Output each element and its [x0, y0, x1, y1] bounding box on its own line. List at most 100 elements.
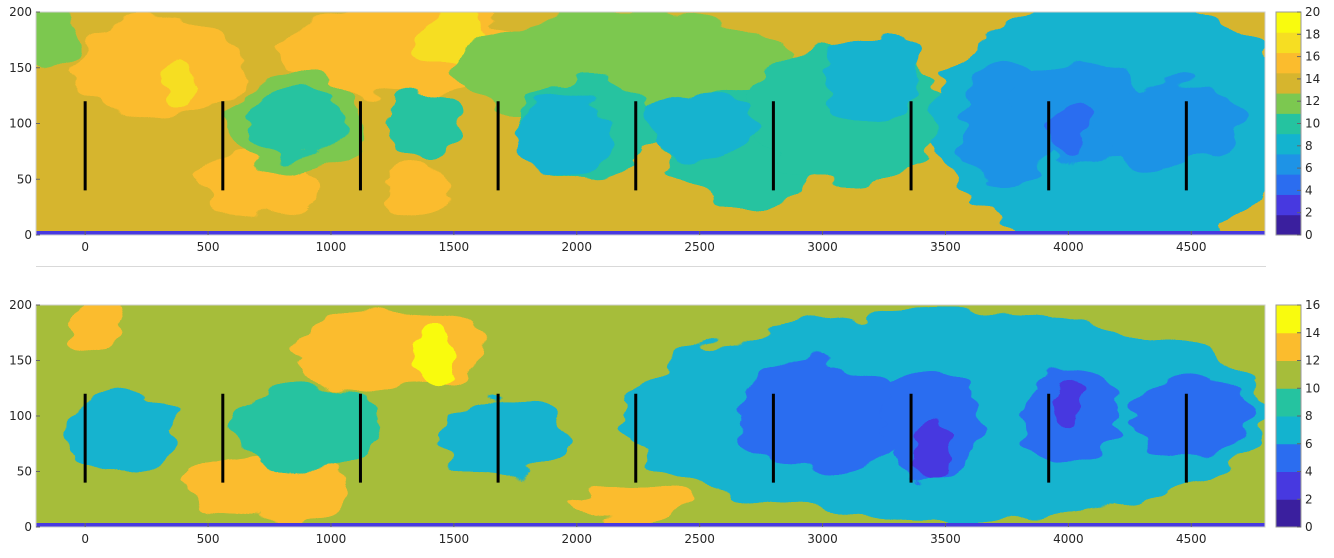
contour-region — [387, 90, 462, 157]
colorbar-tick-label: 10 — [1305, 381, 1320, 395]
y-tick-label: 150 — [9, 61, 32, 75]
contour-region — [822, 34, 921, 124]
x-tick-label: 4000 — [1053, 532, 1084, 546]
y-tick-label: 100 — [9, 117, 32, 131]
contour-region — [564, 488, 688, 522]
colorbar-band — [1276, 12, 1301, 33]
x-tick-label: 2500 — [684, 240, 715, 254]
contour-field — [36, 12, 1265, 235]
colorbar: 0 2 4 6 8 10 12 14 16 — [1275, 298, 1320, 534]
contour-region — [1048, 101, 1089, 157]
x-tick-label: 1500 — [439, 532, 470, 546]
contour-region — [385, 162, 449, 219]
colorbar-band — [1276, 443, 1301, 472]
y-tick-label: 50 — [17, 172, 32, 186]
colorbar-band — [1276, 360, 1301, 389]
y-tick-label: 150 — [9, 354, 32, 368]
x-tick-label: 0 — [81, 532, 89, 546]
x-tick-label: 2000 — [561, 240, 592, 254]
contour-regions — [67, 305, 1265, 522]
colorbar-band — [1276, 174, 1301, 195]
contour-region — [244, 87, 344, 160]
y-tick-label: 200 — [9, 5, 32, 19]
contour-region — [736, 360, 909, 472]
colorbar-band — [1276, 133, 1301, 155]
contour-region — [414, 327, 454, 394]
colorbar-tick-label: 14 — [1305, 72, 1320, 86]
colorbar-tick-label: 12 — [1305, 94, 1320, 108]
contour-region — [645, 90, 754, 157]
colorbar-band — [1276, 416, 1301, 445]
x-tick-label: 1000 — [316, 240, 347, 254]
colorbar-tick-label: 2 — [1305, 492, 1313, 506]
x-axis: 0 500 1000 1500 2000 2500 3000 3500 4000 4500 — [81, 231, 1207, 254]
x-tick-label: 2500 — [684, 532, 715, 546]
contour-region — [161, 62, 196, 107]
marker-lines — [83, 393, 1188, 483]
contour-region — [183, 454, 356, 522]
contour-region — [913, 421, 953, 478]
x-tick-label: 3500 — [930, 240, 961, 254]
colorbar-band — [1276, 194, 1301, 216]
contour-region — [1053, 382, 1084, 428]
bottom-strip — [36, 231, 1265, 235]
y-tick-label: 0 — [24, 520, 32, 534]
colorbar-band — [1276, 388, 1301, 417]
x-tick-label: 500 — [197, 532, 220, 546]
colorbar: 0 2 4 6 8 10 12 14 16 18 20 — [1275, 5, 1320, 242]
x-tick-label: 3000 — [807, 240, 838, 254]
x-tick-label: 2000 — [561, 532, 592, 546]
contour-region — [67, 388, 177, 478]
bottom-strip — [36, 523, 1265, 527]
x-tick-label: 1000 — [316, 532, 347, 546]
contour-field — [36, 305, 1265, 527]
colorbar-tick-label: 10 — [1305, 117, 1320, 131]
panel-separator — [36, 266, 1266, 267]
colorbar-tick-label: 16 — [1305, 50, 1320, 64]
contour-region — [294, 305, 491, 394]
colorbar-band — [1276, 72, 1301, 94]
x-axis: 0 500 1000 1500 2000 2500 3000 3500 4000 4500 — [81, 523, 1207, 546]
contour-region — [72, 305, 123, 350]
x-tick-label: 4500 — [1176, 532, 1207, 546]
contour-region — [441, 399, 565, 478]
colorbar-tick-label: 0 — [1305, 520, 1313, 534]
colorbar-tick-label: 18 — [1305, 27, 1320, 41]
x-tick-label: 3500 — [930, 532, 961, 546]
colorbar-band — [1276, 332, 1301, 361]
y-tick-label: 100 — [9, 409, 32, 423]
colorbar-tick-label: 0 — [1305, 228, 1313, 242]
contour-region — [232, 382, 381, 472]
colorbar-band — [1276, 32, 1301, 54]
colorbar-band — [1276, 305, 1301, 334]
colorbar-band — [1276, 93, 1301, 114]
colorbar-band — [1276, 214, 1301, 236]
colorbar-tick-label: 8 — [1305, 139, 1313, 153]
contour-region — [515, 95, 614, 174]
x-tick-label: 4000 — [1053, 240, 1084, 254]
colorbar-band — [1276, 471, 1301, 500]
contour-region — [1092, 78, 1241, 169]
colorbar-tick-label: 4 — [1305, 465, 1313, 479]
colorbar-tick-label: 6 — [1305, 437, 1313, 451]
contour-region — [1129, 377, 1253, 455]
contour-region — [884, 366, 983, 478]
x-tick-label: 3000 — [807, 532, 838, 546]
y-tick-label: 0 — [24, 228, 32, 242]
colorbar-tick-label: 4 — [1305, 183, 1313, 197]
colorbar-tick-label: 20 — [1305, 5, 1320, 19]
colorbar-tick-label: 8 — [1305, 409, 1313, 423]
x-tick-label: 0 — [81, 240, 89, 254]
marker-lines — [83, 101, 1188, 191]
colorbar-tick-label: 16 — [1305, 298, 1320, 312]
x-tick-label: 4500 — [1176, 240, 1207, 254]
colorbar-band — [1276, 153, 1301, 175]
colorbar-tick-label: 12 — [1305, 354, 1320, 368]
colorbar-band — [1276, 113, 1301, 135]
y-axis: 0 50 100 150 200 — [9, 298, 40, 534]
x-tick-label: 500 — [197, 240, 220, 254]
colorbar-tick-label: 14 — [1305, 326, 1320, 340]
x-tick-label: 1500 — [439, 240, 470, 254]
